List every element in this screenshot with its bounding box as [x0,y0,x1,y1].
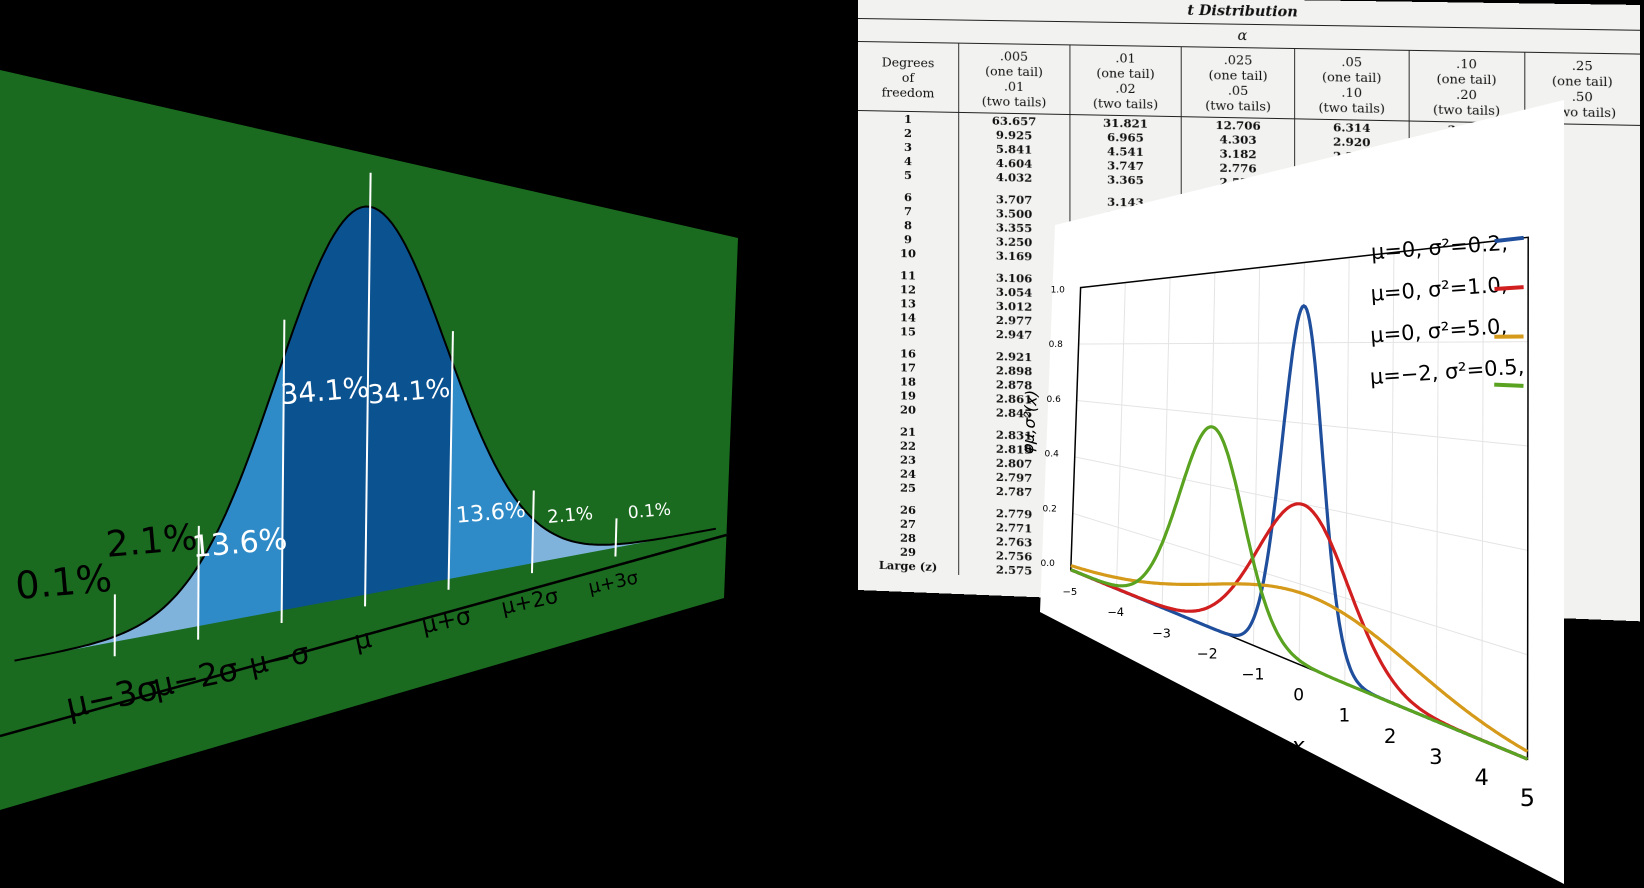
legend-swatch [1494,385,1523,386]
x-tick-label: −1 [1241,665,1264,683]
x-tick-label: −5 [1063,587,1078,598]
x-tick-label: −3 [1152,626,1171,641]
legend-swatch [1494,287,1523,289]
y-tick-label: 0.6 [1047,395,1062,405]
y-tick-label: 0.0 [1040,559,1055,569]
x-tick-label: 3 [1429,744,1442,769]
y-tick-label: 1.0 [1051,285,1066,295]
y-axis-label: φμ,σ²(x) [1018,389,1041,454]
x-tick-label: 4 [1474,765,1488,791]
x-tick-label: −2 [1197,646,1218,662]
y-tick-label: 0.4 [1045,450,1060,460]
y-tick-label: 0.2 [1043,504,1057,514]
x-tick-label: −4 [1107,605,1124,619]
x-tick-label: 5 [1520,784,1535,812]
x-tick-label: 2 [1384,725,1397,748]
y-tick-label: 0.8 [1049,340,1064,350]
x-tick-label: 1 [1339,706,1351,727]
x-tick-label: 0 [1293,686,1304,706]
x-axis-label: x [1290,734,1305,759]
